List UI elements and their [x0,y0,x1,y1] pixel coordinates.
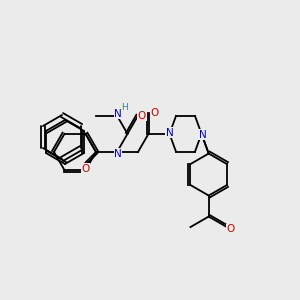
Text: O: O [138,111,146,121]
Text: N: N [167,128,174,138]
Text: N: N [114,149,122,159]
Text: N: N [199,130,206,140]
Text: O: O [150,108,159,118]
Text: O: O [227,224,235,234]
Text: N: N [166,128,173,138]
Text: O: O [81,164,90,173]
Text: N: N [114,109,122,118]
Text: H: H [122,103,128,112]
